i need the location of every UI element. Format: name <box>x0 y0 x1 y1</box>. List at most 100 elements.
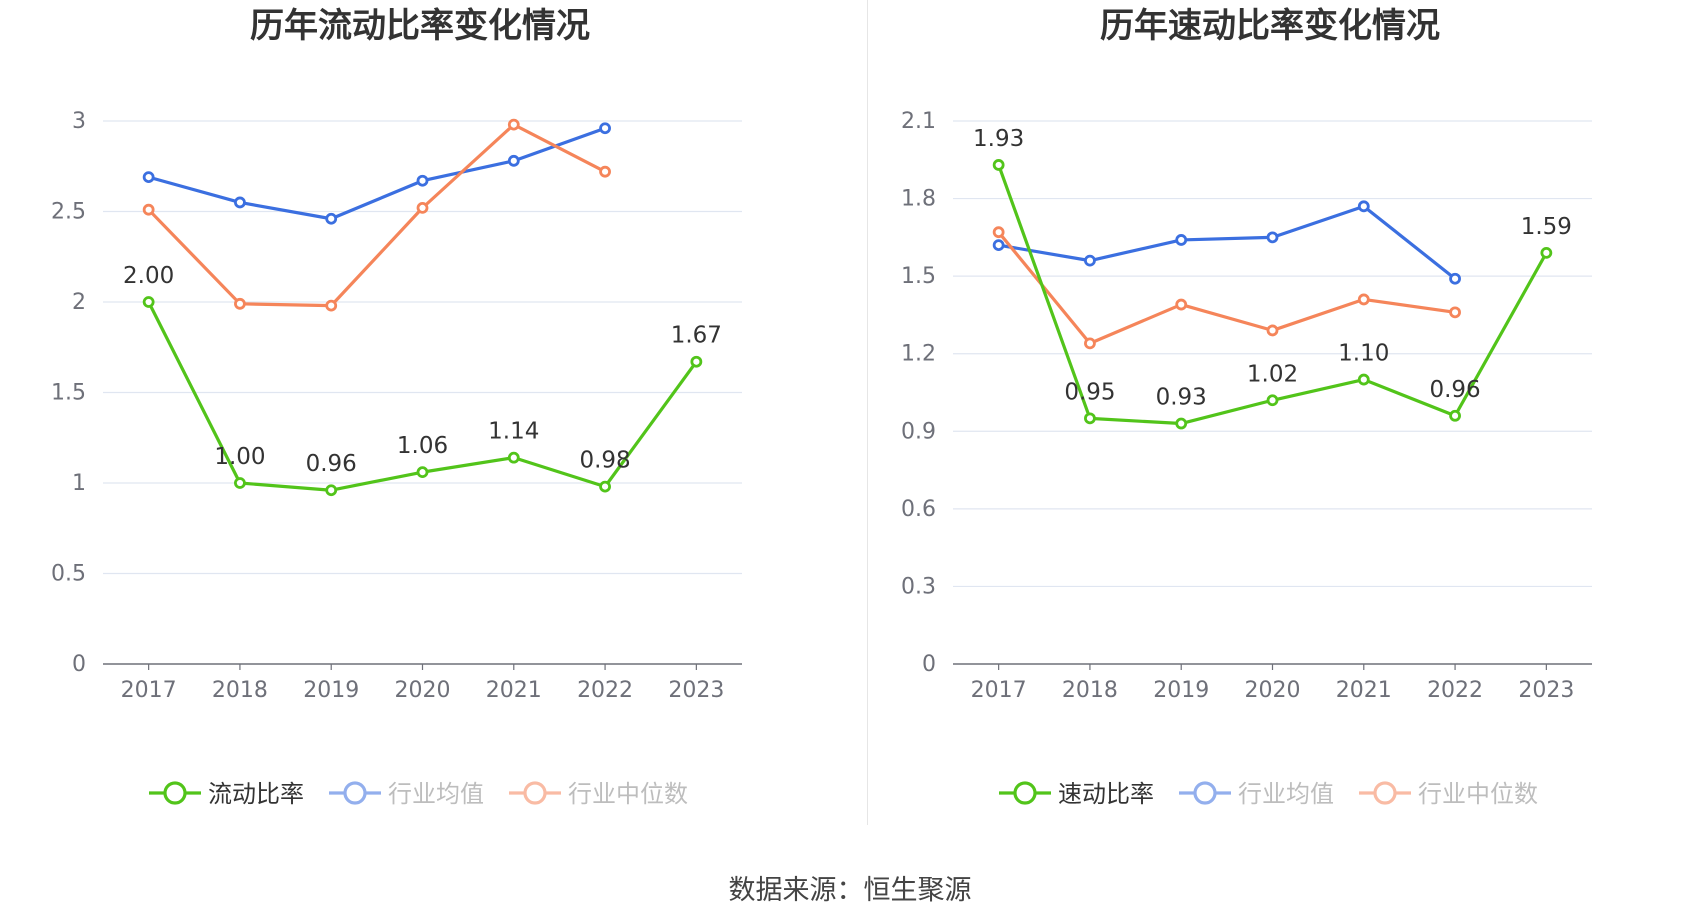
data-point-average <box>1175 234 1188 246</box>
data-point-average <box>1266 231 1279 244</box>
chart-title: 历年流动比率变化情况 <box>250 6 590 46</box>
y-tick-label: 1.5 <box>51 381 86 406</box>
legend-marker <box>163 781 187 805</box>
data-label: 0.96 <box>306 451 357 477</box>
current-ratio-chart: 历年流动比率变化情况 0 0.5 1 1.5 2 2.5 3 2017 2018 2019 2020 2… <box>0 0 850 820</box>
series-line-average <box>148 126 606 221</box>
x-tick-label: 2019 <box>303 678 359 703</box>
data-point-median <box>1357 293 1370 306</box>
data-point-company <box>142 296 155 308</box>
x-tick-label: 2022 <box>577 678 633 703</box>
y-tick-label: 1 <box>72 471 86 496</box>
y-tick-label: 0.5 <box>51 562 86 587</box>
legend-item-company: 速动比率 <box>999 780 1154 808</box>
data-label: 0.93 <box>1156 385 1207 411</box>
data-label: 1.02 <box>1247 361 1298 387</box>
data-point-company <box>1449 409 1461 422</box>
legend-item-average: 行业均值 <box>1179 780 1334 808</box>
data-point-median <box>325 299 338 312</box>
data-point-median <box>1449 306 1461 319</box>
legend-label: 行业均值 <box>388 780 484 808</box>
y-tick-label: 3 <box>72 109 86 134</box>
data-point-average <box>416 174 429 187</box>
data-point-average <box>142 171 155 184</box>
y-tick-label: 0 <box>72 652 86 677</box>
data-point-company <box>1266 394 1279 407</box>
quick-ratio-svg: 历年速动比率变化情况 0 0.3 0.6 0.9 1.2 1.5 1.8 2.1 2017 2018… <box>901 6 1592 808</box>
data-label: 1.67 <box>671 323 722 349</box>
y-tick-label: 1.5 <box>901 264 936 289</box>
data-point-average <box>234 196 246 209</box>
legend-marker <box>1013 781 1037 805</box>
data-point-median <box>234 297 246 310</box>
series-line-median <box>147 123 606 308</box>
x-tick-label: 2022 <box>1427 678 1483 703</box>
x-tick-label: 2018 <box>212 678 268 703</box>
y-tick-label: 0.6 <box>901 497 936 522</box>
x-tick-label: 2021 <box>1336 678 1392 703</box>
data-label: 0.98 <box>579 448 630 474</box>
data-point-company <box>1084 412 1096 425</box>
x-tick-label: 2023 <box>1518 678 1574 703</box>
y-tick-label: 1.8 <box>901 187 936 212</box>
legend-marker <box>523 781 547 805</box>
x-tick-label: 2017 <box>971 678 1027 703</box>
data-point-average <box>1084 254 1096 267</box>
data-point-company <box>1357 373 1370 386</box>
x-tick-label: 2018 <box>1062 678 1118 703</box>
data-point-median <box>416 201 429 214</box>
data-point-company <box>1540 246 1553 259</box>
chart-divider <box>867 0 868 825</box>
data-point-company <box>234 477 246 489</box>
data-label: 0.96 <box>1429 377 1480 403</box>
legend-item-company: 流动比率 <box>149 780 304 808</box>
data-point-median <box>507 118 520 131</box>
y-tick-label: 1.2 <box>901 342 936 367</box>
legend-label: 流动比率 <box>208 780 304 808</box>
data-point-average <box>1449 272 1461 285</box>
data-point-median <box>599 165 611 178</box>
data-point-company <box>992 159 1005 171</box>
data-label: 0.95 <box>1064 379 1115 405</box>
data-point-median <box>1266 324 1279 337</box>
legend-label: 行业中位数 <box>1418 780 1538 808</box>
data-point-median <box>1084 337 1096 350</box>
y-tick-label: 0.3 <box>901 574 936 599</box>
data-label: 1.06 <box>397 433 448 459</box>
legend-label: 速动比率 <box>1058 780 1154 808</box>
legend-marker <box>343 781 367 805</box>
legend-item-median: 行业中位数 <box>509 780 688 808</box>
x-tick-label: 2017 <box>121 678 177 703</box>
current-ratio-svg: 历年流动比率变化情况 0 0.5 1 1.5 2 2.5 3 2017 2018 2019 2020 2… <box>51 6 742 808</box>
data-point-company <box>1175 417 1188 430</box>
y-tick-label: 2.5 <box>51 200 86 225</box>
data-point-average <box>507 154 520 167</box>
y-tick-label: 2 <box>72 290 86 315</box>
data-point-average <box>992 239 1005 252</box>
legend-label: 行业中位数 <box>568 780 688 808</box>
data-point-median <box>1175 298 1188 311</box>
data-label: 1.00 <box>214 444 265 470</box>
data-label: 1.14 <box>488 419 539 445</box>
x-tick-label: 2020 <box>1245 678 1301 703</box>
data-point-company <box>690 355 703 368</box>
series-line-median <box>997 231 1456 345</box>
x-tick-label: 2023 <box>668 678 724 703</box>
data-label: 2.00 <box>123 263 174 289</box>
data-point-company <box>599 480 611 493</box>
data-point-average <box>599 122 611 135</box>
data-label: 1.93 <box>973 126 1024 152</box>
data-point-company <box>325 484 338 497</box>
legend-label: 行业均值 <box>1238 780 1334 808</box>
data-point-company <box>507 451 520 464</box>
data-point-average <box>1357 200 1370 213</box>
data-point-company <box>416 466 429 479</box>
series-line-average <box>998 204 1457 280</box>
data-point-median <box>992 226 1005 239</box>
data-label: 1.59 <box>1521 214 1572 240</box>
data-point-median <box>142 203 155 216</box>
data-label: 1.10 <box>1338 341 1389 367</box>
data-point-average <box>325 212 338 225</box>
legend-marker <box>1193 781 1217 805</box>
y-tick-label: 0.9 <box>901 419 936 444</box>
